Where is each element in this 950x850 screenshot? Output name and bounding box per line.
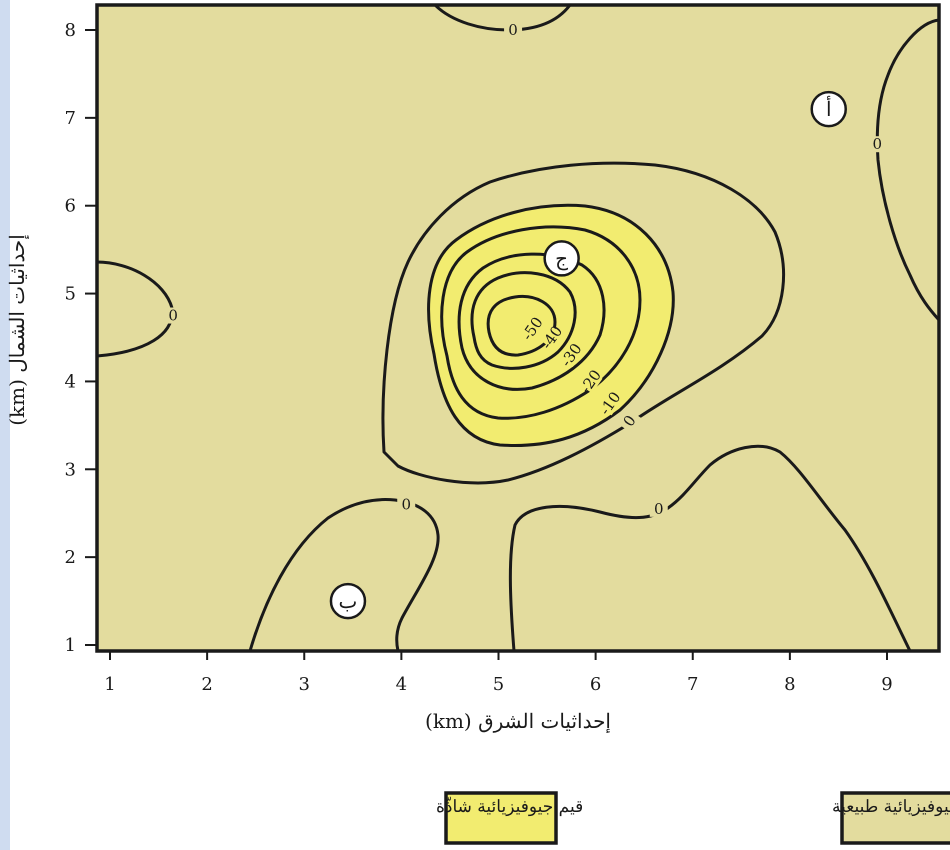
contour-label-bg — [598, 391, 622, 416]
contour-label-bg — [868, 136, 887, 153]
contour-label: 0 — [508, 21, 518, 39]
point-marker-circle — [329, 582, 367, 620]
point-marker-circle — [543, 240, 580, 277]
x-tick-label: 5 — [493, 674, 504, 695]
x-axis-ticks: 1 2 3 4 5 6 7 8 9 — [104, 651, 893, 695]
x-tick-label: 8 — [784, 674, 795, 695]
contour-label: 0 — [168, 307, 178, 325]
x-tick-label: 6 — [590, 674, 601, 695]
y-tick-label: 7 — [65, 108, 76, 129]
legend-swatch-normal — [840, 791, 950, 845]
contour-label-bg — [649, 500, 668, 517]
x-axis-title: إحداثيات الشرق (km) — [425, 709, 611, 734]
contour-0-central — [381, 161, 786, 485]
left-edge-strip — [0, 0, 10, 850]
x-tick-label: 3 — [299, 674, 310, 695]
legend-swatch-anomalous — [444, 791, 558, 845]
plot-frame — [95, 3, 941, 653]
y-tick-label: 5 — [65, 284, 76, 305]
contour-minus40 — [470, 271, 577, 370]
contour-minus10 — [427, 203, 675, 447]
point-marker-label: ج — [555, 246, 568, 270]
y-tick-label: 6 — [65, 196, 76, 217]
contour-label-bg — [617, 409, 642, 433]
x-tick-label: 9 — [881, 674, 892, 695]
y-tick-label: 2 — [65, 547, 76, 568]
contour-0-right — [875, 18, 939, 322]
point-marker-label: ب — [339, 589, 358, 613]
y-tick-label: 4 — [65, 371, 76, 392]
point-markers: أ ب ج — [329, 90, 847, 620]
contour-0-lower-right — [508, 444, 912, 651]
point-marker-circle — [810, 90, 847, 128]
contour-label-bg — [520, 316, 545, 341]
contour-label-bg — [164, 307, 183, 324]
x-tick-label: 1 — [104, 674, 115, 695]
contour-minus30 — [457, 252, 606, 391]
y-tick-label: 3 — [65, 459, 76, 480]
y-tick-label: 8 — [65, 20, 76, 41]
x-tick-label: 4 — [396, 674, 407, 695]
contour-label-bg — [397, 496, 416, 513]
point-marker-label: أ — [826, 95, 832, 121]
contour-label-bg — [579, 369, 603, 394]
x-tick-label: 2 — [201, 674, 212, 695]
legend-label-normal: قيم جيوفيزيائية طبيعية — [832, 797, 950, 817]
contour-label-bg — [559, 343, 584, 368]
legend: قيم جيوفيزيائية شاذّة قيم جيوفيزيائية طب… — [436, 791, 950, 845]
contour-label: 0 — [654, 500, 664, 518]
contour-minus20 — [440, 225, 642, 420]
y-axis-title: إحداثيات الشمال (km) — [5, 234, 30, 426]
contour-minus50 — [486, 294, 557, 357]
legend-label-anomalous: قيم جيوفيزيائية شاذّة — [436, 797, 583, 817]
contour-label-bg — [540, 325, 564, 350]
y-axis-ticks: 1 2 3 4 5 6 7 8 — [65, 20, 97, 656]
x-tick-label: 7 — [687, 674, 698, 695]
contour-label-bg — [504, 22, 523, 38]
y-tick-label: 1 — [65, 635, 76, 656]
contour-label: 0 — [401, 495, 411, 513]
contour-label: 0 — [873, 135, 883, 153]
